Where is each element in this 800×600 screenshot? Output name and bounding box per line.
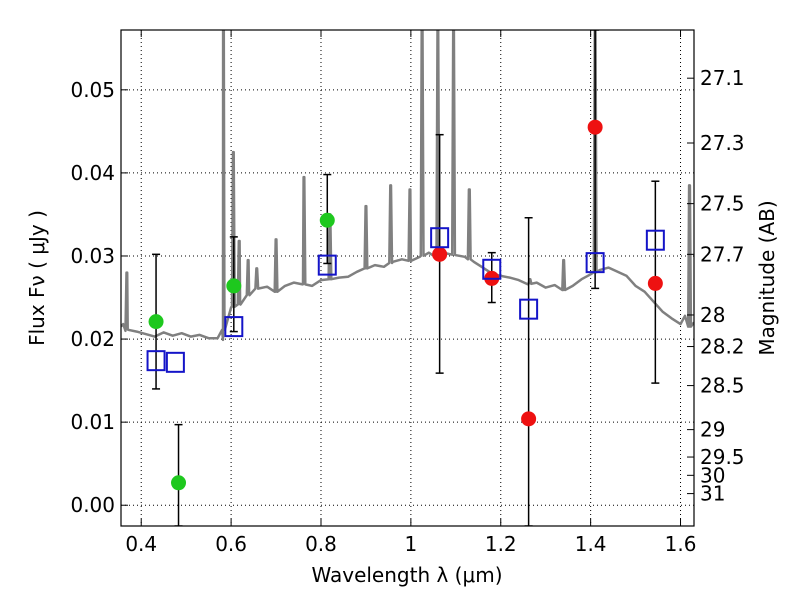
y-tick-label: 0.05 — [70, 78, 115, 102]
right-tick-label: 27.3 — [700, 131, 745, 155]
data-point-circle — [587, 119, 603, 135]
data-point-square — [482, 258, 502, 280]
data-point-circle — [226, 278, 242, 294]
x-tick-label: 1 — [405, 532, 418, 556]
tick-labels: 0.4 0.6 0.8 1 1.2 1.4 1.6 0.00 0.01 0.02 0.03 0.04 0… — [70, 66, 744, 556]
data-point-square — [585, 252, 605, 274]
right-tick-label: 27.5 — [700, 192, 745, 216]
axis-ticks — [121, 30, 694, 526]
data-point-square — [165, 351, 185, 373]
x-tick-label: 1.6 — [665, 532, 697, 556]
y-tick-label: 0.03 — [70, 244, 115, 268]
right-tick-label: 29.5 — [700, 445, 745, 469]
x-tick-label: 1.4 — [575, 532, 607, 556]
y-axis-right-label: Magnitude (AB) — [755, 200, 779, 355]
y-tick-label: 0.04 — [70, 161, 115, 185]
y-tick-label: 0.00 — [70, 493, 115, 517]
data-point-circle — [319, 212, 335, 228]
right-tick-label: 29 — [700, 418, 725, 442]
model-spectrum-line — [121, 30, 694, 342]
plot-frame — [120, 29, 695, 527]
data-point-circle — [647, 275, 663, 291]
y-tick-label: 0.02 — [70, 327, 115, 351]
right-tick-label: 28 — [700, 303, 725, 327]
right-tick-label: 27.7 — [700, 242, 745, 266]
right-tick-label: 27.1 — [700, 66, 745, 90]
y-axis-label: Flux Fν ( μJy ) — [25, 210, 49, 346]
data-point-circle — [171, 475, 187, 491]
data-point-square — [146, 350, 166, 372]
data-point-square — [317, 254, 337, 276]
data-point-circle — [148, 314, 164, 330]
x-tick-label: 0.6 — [215, 532, 247, 556]
x-tick-label: 1.2 — [485, 532, 517, 556]
right-tick-label: 31 — [700, 482, 725, 506]
model-spectrum-layer — [121, 30, 694, 342]
x-tick-label: 0.8 — [305, 532, 337, 556]
y-tick-label: 0.01 — [70, 410, 115, 434]
data-point-square — [224, 316, 244, 338]
data-point-square — [519, 298, 539, 320]
data-points — [146, 119, 665, 491]
data-point-square — [645, 229, 665, 251]
x-axis-label: Wavelength λ (μm) — [311, 563, 502, 587]
data-point-square — [430, 227, 450, 249]
right-tick-label: 28.5 — [700, 374, 745, 398]
data-point-circle — [521, 411, 537, 427]
data-point-circle — [432, 246, 448, 262]
x-tick-label: 0.4 — [125, 532, 157, 556]
right-tick-label: 30 — [700, 463, 725, 487]
right-tick-label: 28.2 — [700, 335, 745, 359]
